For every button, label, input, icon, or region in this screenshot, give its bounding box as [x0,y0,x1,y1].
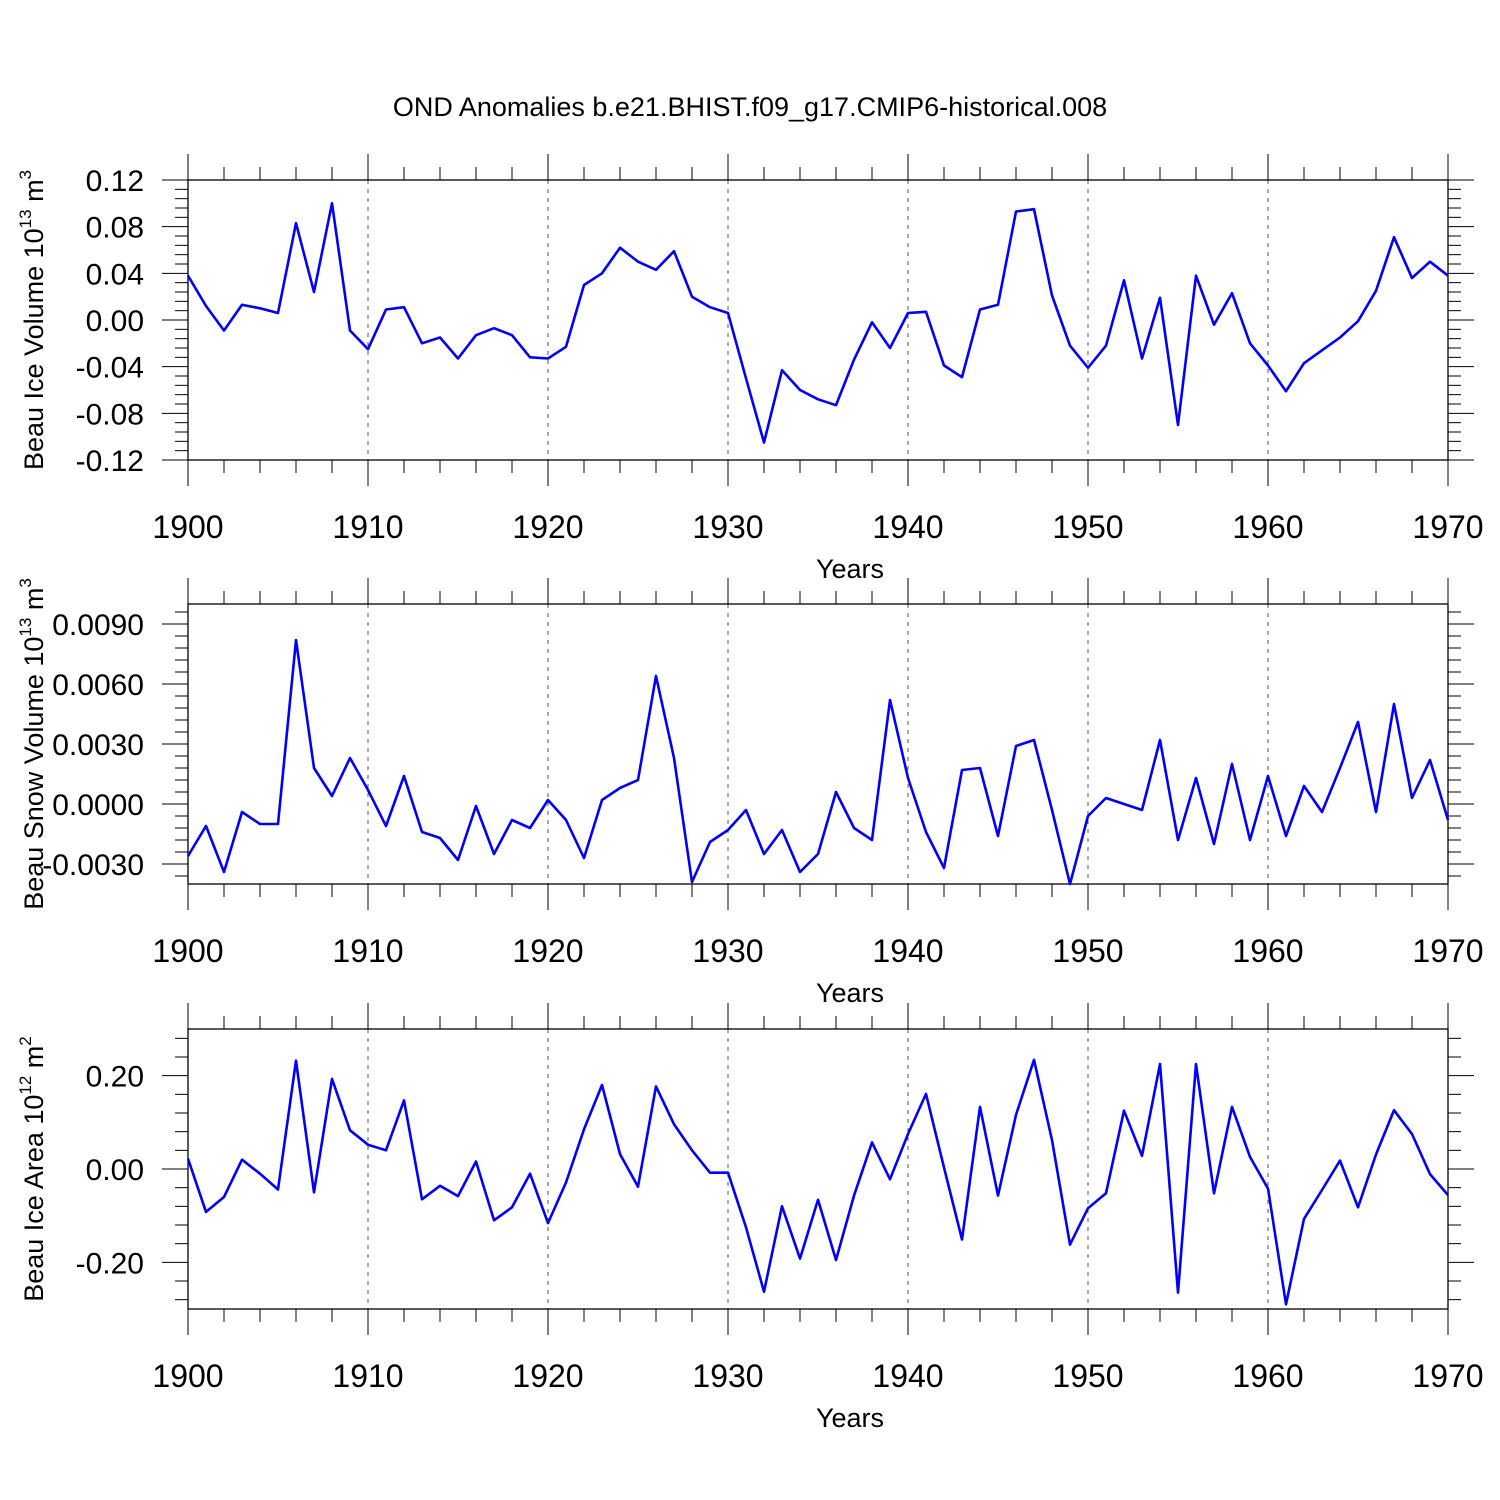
x-tick-label: 1970 [1412,509,1483,545]
x-tick-label: 1920 [512,509,583,545]
y-tick-label: 0.0030 [52,729,144,762]
chart-title: OND Anomalies b.e21.BHIST.f09_g17.CMIP6-… [393,92,1107,122]
series-line-snow-volume [186,638,1450,886]
x-tick-label: 1930 [692,509,763,545]
x-tick-label: 1960 [1232,509,1303,545]
x-tick-label: 1960 [1232,933,1303,969]
x-tick-label: 1940 [872,1358,943,1394]
y-axis-title: Beau Ice Area 1012 m2 [16,1036,49,1302]
x-tick-label: 1960 [1232,1358,1303,1394]
y-tick-label: 0.0060 [52,669,144,702]
series-line-ice-area [186,1058,1449,1306]
x-tick-label: 1970 [1412,1358,1483,1394]
x-tick-label: 1920 [512,1358,583,1394]
x-tick-label: 1900 [152,1358,223,1394]
panel-ice-volume: 1900 1910 1920 1930 1940 1950 1960 1970 0.12 0.08… [16,154,1484,584]
plot-frame [187,179,1449,461]
x-tick-label: 1930 [692,1358,763,1394]
x-tick-label: 1900 [152,933,223,969]
x-tick-label: 1910 [332,1358,403,1394]
x-axis-title: Years [816,1403,884,1433]
y-tick-label: -0.12 [76,445,144,478]
y-tick-label: 0.08 [86,212,144,245]
panel-ice-area: 1900 1910 1920 1930 1940 1950 1960 1970 0.20 0.00… [16,1003,1484,1433]
x-axis-title: Years [816,978,884,1008]
x-tick-label: 1970 [1412,933,1483,969]
plot-frame [187,1028,1449,1310]
x-tick-label: 1910 [332,509,403,545]
y-tick-label: -0.04 [76,352,144,385]
y-tick-label: 0.20 [86,1061,144,1094]
x-tick-label: 1940 [872,509,943,545]
y-tick-label: 0.12 [86,165,144,198]
x-axis-title: Years [816,554,884,584]
x-tick-label: 1940 [872,933,943,969]
y-tick-label: 0.00 [86,1154,144,1187]
x-tick-label: 1930 [692,933,763,969]
y-tick-label: 0.0000 [52,789,144,822]
y-tick-label: 0.00 [86,305,144,338]
y-tick-label: -0.08 [76,398,144,431]
x-tick-label: 1920 [512,933,583,969]
panel-snow-volume: 1900 1910 1920 1930 1940 1950 1960 1970 0.0090 0.… [16,578,1484,1008]
x-tick-label: 1900 [152,509,223,545]
x-tick-label: 1950 [1052,509,1123,545]
chart-panels: 1900 1910 1920 1930 1940 1950 1960 1970 0.12 0.08… [16,154,1484,1433]
y-axis-title: Beau Ice Volume 1013 m3 [16,170,49,470]
plot-frame [187,603,1449,885]
x-tick-label: 1950 [1052,933,1123,969]
y-tick-label: -0.20 [76,1247,144,1280]
x-tick-label: 1910 [332,933,403,969]
x-tick-label: 1950 [1052,1358,1123,1394]
y-tick-label: 0.04 [86,258,144,291]
y-axis-title: Beau Snow Volume 1013 m3 [16,578,49,910]
series-line-ice-volume [186,202,1449,444]
y-tick-label: 0.0090 [52,609,144,642]
y-tick-label: -0.0030 [42,849,144,882]
